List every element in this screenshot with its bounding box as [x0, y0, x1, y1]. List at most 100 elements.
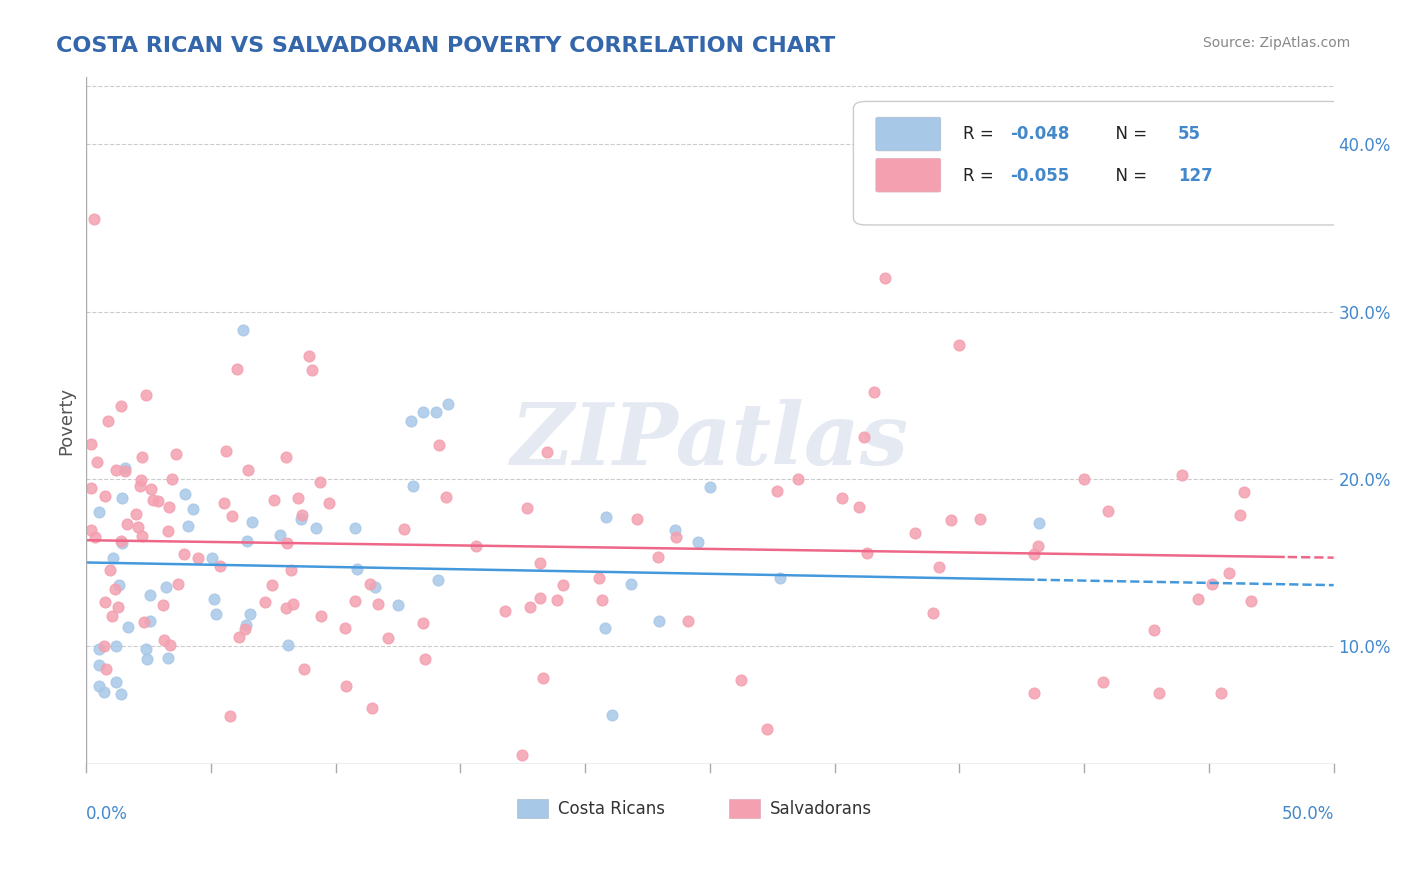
Point: [212, 496, 235, 510]
Point: [787, 472, 810, 486]
Point: [766, 484, 789, 499]
Point: [94, 594, 117, 608]
Point: [626, 512, 648, 526]
Point: [301, 363, 323, 377]
Point: [281, 597, 304, 611]
Point: [415, 652, 437, 666]
Point: [262, 577, 284, 591]
Point: [80, 523, 103, 537]
Point: [87, 680, 110, 694]
Point: [80, 481, 103, 495]
Point: [343, 521, 366, 535]
Point: [367, 597, 389, 611]
Point: [969, 511, 991, 525]
Point: [127, 520, 149, 534]
Point: [104, 463, 127, 477]
Text: Salvadorans: Salvadorans: [770, 800, 872, 818]
Point: [117, 620, 139, 634]
Point: [1024, 548, 1046, 562]
Point: [125, 507, 148, 521]
Point: [110, 534, 132, 549]
Point: [276, 536, 298, 550]
Point: [94, 489, 117, 503]
Text: -0.055: -0.055: [1011, 167, 1070, 185]
Point: [141, 482, 163, 496]
Point: [209, 558, 232, 573]
Point: [108, 578, 131, 592]
Point: [292, 662, 315, 676]
Point: [434, 491, 457, 505]
Point: [848, 500, 870, 514]
Point: [1026, 539, 1049, 553]
Point: [94, 662, 117, 676]
Point: [516, 501, 538, 516]
Point: [117, 517, 139, 532]
Text: ZIPatlas: ZIPatlas: [510, 400, 910, 483]
Point: [157, 650, 180, 665]
Point: [298, 349, 321, 363]
Point: [201, 550, 224, 565]
Point: [465, 539, 488, 553]
Point: [862, 384, 884, 399]
Point: [205, 607, 228, 622]
Point: [176, 519, 198, 533]
Point: [928, 559, 950, 574]
Point: [134, 615, 156, 629]
Point: [98, 563, 121, 577]
Point: [83, 211, 105, 226]
Point: [1028, 516, 1050, 530]
Point: [856, 546, 879, 560]
Point: [392, 522, 415, 536]
Point: [1143, 623, 1166, 637]
Point: [110, 687, 132, 701]
Point: [412, 615, 434, 630]
Text: 50.0%: 50.0%: [1281, 805, 1334, 823]
Point: [595, 510, 617, 524]
Point: [361, 701, 384, 715]
Point: [305, 521, 328, 535]
Text: 127: 127: [1178, 167, 1212, 185]
Point: [591, 592, 613, 607]
Text: -0.048: -0.048: [1011, 126, 1070, 144]
Point: [699, 480, 721, 494]
Text: Costa Ricans: Costa Ricans: [558, 800, 665, 818]
Point: [309, 475, 332, 489]
Point: [86, 454, 108, 468]
Text: 0.0%: 0.0%: [86, 805, 128, 823]
Point: [730, 673, 752, 688]
Point: [1218, 566, 1240, 581]
Point: [588, 571, 610, 585]
Point: [904, 525, 927, 540]
Point: [536, 445, 558, 459]
Point: [309, 609, 332, 624]
Point: [593, 621, 616, 635]
Point: [402, 479, 425, 493]
Point: [546, 592, 568, 607]
Point: [236, 463, 259, 477]
Point: [387, 598, 409, 612]
Point: [202, 592, 225, 607]
Point: [665, 530, 688, 544]
Point: [228, 630, 250, 644]
FancyBboxPatch shape: [876, 159, 941, 192]
Point: [620, 576, 643, 591]
Point: [239, 607, 262, 622]
Point: [688, 535, 710, 549]
Point: [135, 652, 157, 666]
Point: [157, 524, 180, 538]
Point: [529, 556, 551, 570]
Point: [104, 640, 127, 654]
Point: [1073, 472, 1095, 486]
Point: [647, 550, 669, 565]
Point: [93, 685, 115, 699]
Point: [87, 505, 110, 519]
Point: [166, 577, 188, 591]
Point: [1240, 594, 1263, 608]
Point: [93, 639, 115, 653]
Point: [100, 608, 122, 623]
Point: [1092, 675, 1115, 690]
Point: [135, 641, 157, 656]
Point: [426, 574, 449, 588]
Y-axis label: Poverty: Poverty: [58, 386, 75, 455]
Point: [1147, 686, 1170, 700]
